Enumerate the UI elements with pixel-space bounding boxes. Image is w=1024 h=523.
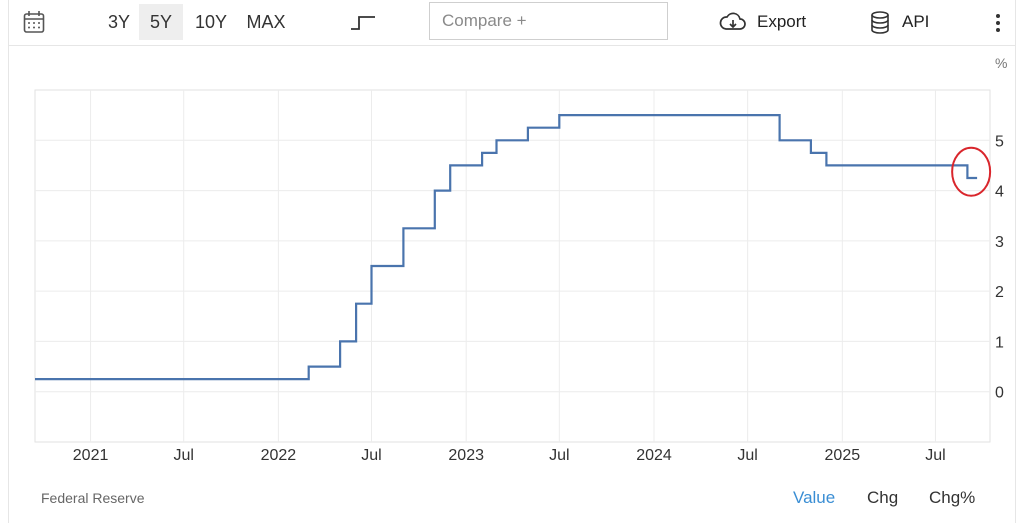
api-label: API	[902, 12, 930, 31]
chart-toolbar: 3Y 5Y 10Y MAX Compare + Export API	[8, 0, 1016, 46]
mode-chg-pct-button[interactable]: Chg%	[929, 488, 976, 507]
source-label: Federal Reserve	[41, 490, 145, 506]
x-tick-label: 2021	[73, 447, 109, 464]
x-tick-label: Jul	[173, 447, 193, 464]
chart-frame	[8, 46, 1016, 523]
x-tick-label: Jul	[549, 447, 569, 464]
mode-chg-button[interactable]: Chg	[867, 488, 899, 507]
highlight-circle	[951, 146, 992, 197]
chart: 2021 Jul 2022 Jul 2023 Jul 2024 Jul 2025 Jul 0 1 2 3 4…	[34, 55, 1007, 464]
x-tick-label: Jul	[737, 447, 757, 464]
x-tick-label: 2022	[261, 447, 297, 464]
mode-value-button[interactable]: Value	[793, 488, 836, 507]
series-line	[35, 114, 978, 381]
y-tick-label: 2	[995, 284, 1004, 301]
y-tick-label: 1	[995, 334, 1004, 351]
cloud-download-icon	[719, 12, 746, 30]
x-tick-label: 2025	[825, 447, 861, 464]
range-10y-button[interactable]: 10Y	[194, 12, 228, 32]
y-tick-label: 5	[995, 133, 1004, 150]
export-button[interactable]: Export	[719, 8, 819, 36]
step-chart-icon[interactable]	[349, 12, 377, 32]
api-button[interactable]: API	[869, 8, 939, 36]
y-tick-label: 4	[995, 184, 1004, 201]
range-5y-button[interactable]: 5Y	[139, 4, 183, 40]
plot-border	[34, 89, 991, 443]
x-tick-label: 2023	[448, 447, 484, 464]
export-label: Export	[757, 12, 807, 31]
database-icon	[871, 11, 889, 34]
x-tick-label: Jul	[361, 447, 381, 464]
x-tick-label: 2024	[636, 447, 672, 464]
compare-input[interactable]: Compare +	[429, 2, 668, 40]
calendar-icon[interactable]	[23, 10, 45, 34]
y-tick-label: 0	[995, 385, 1004, 402]
range-max-button[interactable]: MAX	[246, 12, 286, 32]
y-tick-label: 3	[995, 234, 1004, 251]
y-unit-label: %	[995, 55, 1007, 71]
more-options-icon[interactable]	[990, 12, 1006, 34]
x-tick-label: Jul	[925, 447, 945, 464]
range-3y-button[interactable]: 3Y	[107, 12, 131, 32]
